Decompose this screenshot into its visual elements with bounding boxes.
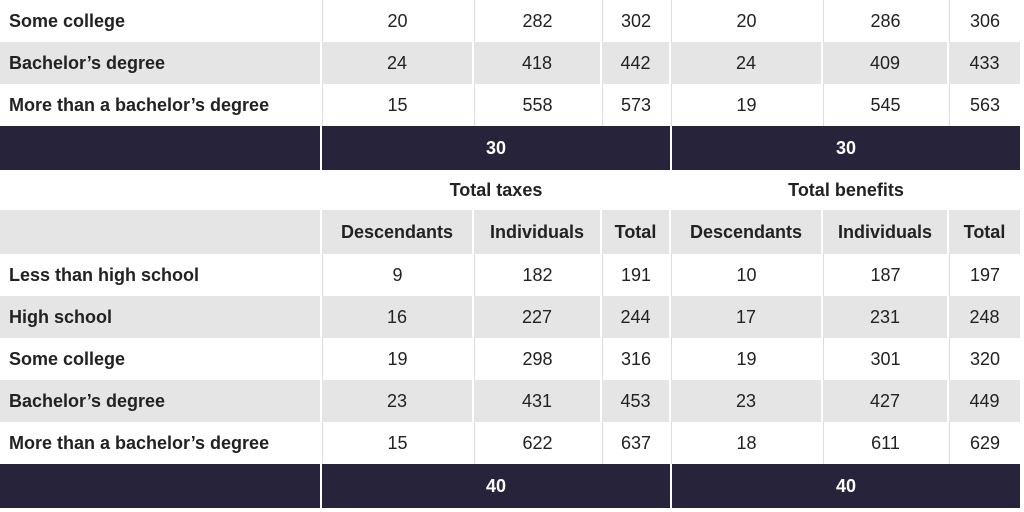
cell-value: 298 (474, 338, 600, 380)
footer-value: 30 (672, 126, 1020, 170)
cell-value: 573 (602, 84, 669, 126)
cell-value: 629 (949, 422, 1020, 464)
row-label: Bachelor’s degree (0, 380, 320, 422)
cell-value: 558 (474, 84, 600, 126)
cell-value: 24 (671, 42, 821, 84)
row-label: Some college (0, 338, 320, 380)
row-label: Bachelor’s degree (0, 42, 320, 84)
cell-value: 611 (823, 422, 947, 464)
cell-value: 409 (823, 42, 947, 84)
group-header: Total taxes (322, 170, 670, 210)
row-label: Some college (0, 0, 320, 42)
cell-value: 18 (671, 422, 821, 464)
cell-value: 449 (949, 380, 1020, 422)
cell-value: 320 (949, 338, 1020, 380)
cell-value: 23 (322, 380, 472, 422)
cell-value: 248 (949, 296, 1020, 338)
cell-value: 24 (322, 42, 472, 84)
cell-value: 316 (602, 338, 669, 380)
cell-value: 545 (823, 84, 947, 126)
cell-value: 191 (602, 254, 669, 296)
cell-value: 637 (602, 422, 669, 464)
cell-value: 19 (671, 338, 821, 380)
column-header: Descendants (322, 210, 472, 254)
cell-value: 15 (322, 422, 472, 464)
footer-blank (0, 126, 320, 170)
cell-value: 306 (949, 0, 1020, 42)
cell-value: 227 (474, 296, 600, 338)
cell-value: 19 (322, 338, 472, 380)
cell-value: 17 (671, 296, 821, 338)
cell-value: 301 (823, 338, 947, 380)
cell-value: 286 (823, 0, 947, 42)
row-label: Less than high school (0, 254, 320, 296)
column-header: Descendants (671, 210, 821, 254)
footer-blank (0, 464, 320, 508)
cell-value: 244 (602, 296, 669, 338)
cell-value: 622 (474, 422, 600, 464)
footer-value: 30 (322, 126, 670, 170)
row-label: More than a bachelor’s degree (0, 422, 320, 464)
row-label: High school (0, 296, 320, 338)
column-header: Total (949, 210, 1020, 254)
cell-value: 20 (671, 0, 821, 42)
cell-value: 20 (322, 0, 472, 42)
cell-value: 442 (602, 42, 669, 84)
footer-value: 40 (672, 464, 1020, 508)
cell-value: 453 (602, 380, 669, 422)
cell-value: 16 (322, 296, 472, 338)
group-header: Total benefits (672, 170, 1020, 210)
cell-value: 231 (823, 296, 947, 338)
footer-value: 40 (322, 464, 670, 508)
cell-value: 433 (949, 42, 1020, 84)
column-header: Total (602, 210, 669, 254)
cell-value: 282 (474, 0, 600, 42)
cell-value: 187 (823, 254, 947, 296)
column-header: Individuals (474, 210, 600, 254)
cell-value: 15 (322, 84, 472, 126)
cell-value: 19 (671, 84, 821, 126)
cell-value: 10 (671, 254, 821, 296)
cell-value: 23 (671, 380, 821, 422)
row-label: More than a bachelor’s degree (0, 84, 320, 126)
cell-value: 427 (823, 380, 947, 422)
header-blank (0, 210, 320, 254)
cell-value: 563 (949, 84, 1020, 126)
column-header: Individuals (823, 210, 947, 254)
cell-value: 182 (474, 254, 600, 296)
cell-value: 197 (949, 254, 1020, 296)
cell-value: 418 (474, 42, 600, 84)
cell-value: 302 (602, 0, 669, 42)
cell-value: 9 (322, 254, 472, 296)
cell-value: 431 (474, 380, 600, 422)
